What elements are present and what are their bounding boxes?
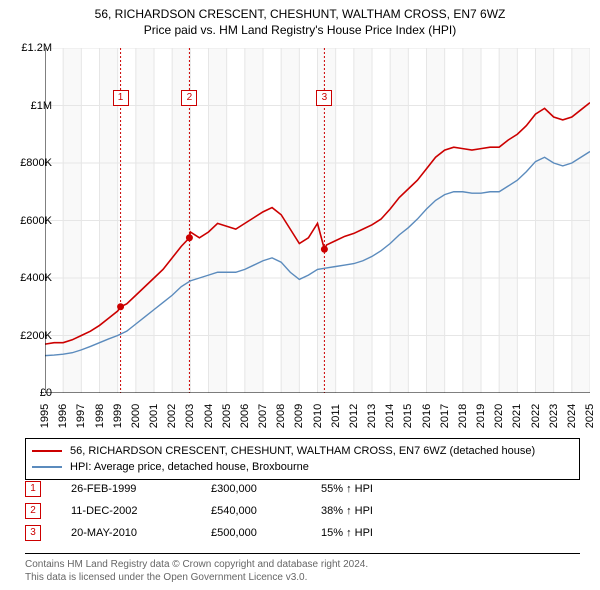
x-axis-label: 1998	[94, 404, 106, 428]
legend-row-property: 56, RICHARDSON CRESCENT, CHESHUNT, WALTH…	[32, 443, 573, 459]
title-line1: 56, RICHARDSON CRESCENT, CHESHUNT, WALTH…	[0, 6, 600, 22]
event-date: 11-DEC-2002	[71, 505, 211, 517]
legend-swatch-property	[32, 450, 62, 452]
event-price: £500,000	[211, 527, 321, 539]
title-line2: Price paid vs. HM Land Registry's House …	[0, 22, 600, 38]
event-marker-box: 2	[181, 90, 197, 106]
events-table: 1 26-FEB-1999 £300,000 55% ↑ HPI 2 11-DE…	[25, 478, 580, 544]
footer-line2: This data is licensed under the Open Gov…	[25, 571, 580, 584]
x-axis-label: 2024	[566, 404, 578, 428]
x-axis-label: 2021	[511, 404, 523, 428]
x-axis-label: 1995	[39, 404, 51, 428]
x-axis-label: 2023	[548, 404, 560, 428]
event-price: £540,000	[211, 505, 321, 517]
x-axis-label: 2011	[330, 404, 342, 428]
y-axis-label: £0	[40, 387, 52, 399]
y-axis-label: £1M	[31, 100, 52, 112]
x-axis-label: 2006	[239, 404, 251, 428]
y-axis-label: £1.2M	[21, 42, 52, 54]
event-marker-box: 3	[316, 90, 332, 106]
x-axis-label: 2020	[493, 404, 505, 428]
legend-swatch-hpi	[32, 466, 62, 468]
event-date: 26-FEB-1999	[71, 483, 211, 495]
x-axis-label: 1997	[75, 404, 87, 428]
x-axis-label: 2010	[312, 404, 324, 428]
event-hpi: 55% ↑ HPI	[321, 483, 373, 495]
x-axis-label: 2009	[293, 404, 305, 428]
x-axis-label: 1999	[112, 404, 124, 428]
x-axis-label: 2001	[148, 404, 160, 428]
event-row: 2 11-DEC-2002 £540,000 38% ↑ HPI	[25, 500, 580, 522]
x-axis-label: 2002	[166, 404, 178, 428]
x-axis-label: 2007	[257, 404, 269, 428]
chart-container: 56, RICHARDSON CRESCENT, CHESHUNT, WALTH…	[0, 0, 600, 590]
y-axis-label: £800K	[20, 157, 52, 169]
x-axis-label: 2017	[439, 404, 451, 428]
x-axis-label: 2005	[221, 404, 233, 428]
legend-box: 56, RICHARDSON CRESCENT, CHESHUNT, WALTH…	[25, 438, 580, 480]
event-number-box: 2	[25, 503, 41, 519]
footer-line1: Contains HM Land Registry data © Crown c…	[25, 558, 580, 571]
event-hpi: 15% ↑ HPI	[321, 527, 373, 539]
legend-label-property: 56, RICHARDSON CRESCENT, CHESHUNT, WALTH…	[70, 445, 535, 457]
title-block: 56, RICHARDSON CRESCENT, CHESHUNT, WALTH…	[0, 0, 600, 38]
event-number-box: 1	[25, 481, 41, 497]
x-axis-label: 2014	[384, 404, 396, 428]
event-hpi: 38% ↑ HPI	[321, 505, 373, 517]
y-axis-label: £400K	[20, 272, 52, 284]
x-axis-label: 2013	[366, 404, 378, 428]
y-axis-label: £200K	[20, 330, 52, 342]
event-row: 1 26-FEB-1999 £300,000 55% ↑ HPI	[25, 478, 580, 500]
legend-row-hpi: HPI: Average price, detached house, Brox…	[32, 459, 573, 475]
x-axis-label: 2015	[402, 404, 414, 428]
event-row: 3 20-MAY-2010 £500,000 15% ↑ HPI	[25, 522, 580, 544]
x-axis-label: 2016	[421, 404, 433, 428]
x-axis-label: 2019	[475, 404, 487, 428]
x-axis-label: 2000	[130, 404, 142, 428]
legend-label-hpi: HPI: Average price, detached house, Brox…	[70, 461, 309, 473]
event-date: 20-MAY-2010	[71, 527, 211, 539]
event-price: £300,000	[211, 483, 321, 495]
x-axis-label: 2008	[275, 404, 287, 428]
event-marker-box: 1	[113, 90, 129, 106]
x-axis-label: 2012	[348, 404, 360, 428]
x-axis-label: 2025	[584, 404, 596, 428]
x-axis-label: 2003	[184, 404, 196, 428]
x-axis-label: 1996	[57, 404, 69, 428]
event-number-box: 3	[25, 525, 41, 541]
y-axis-label: £600K	[20, 215, 52, 227]
x-axis-label: 2022	[530, 404, 542, 428]
x-axis-label: 2018	[457, 404, 469, 428]
x-axis-label: 2004	[203, 404, 215, 428]
footer-note: Contains HM Land Registry data © Crown c…	[25, 553, 580, 584]
